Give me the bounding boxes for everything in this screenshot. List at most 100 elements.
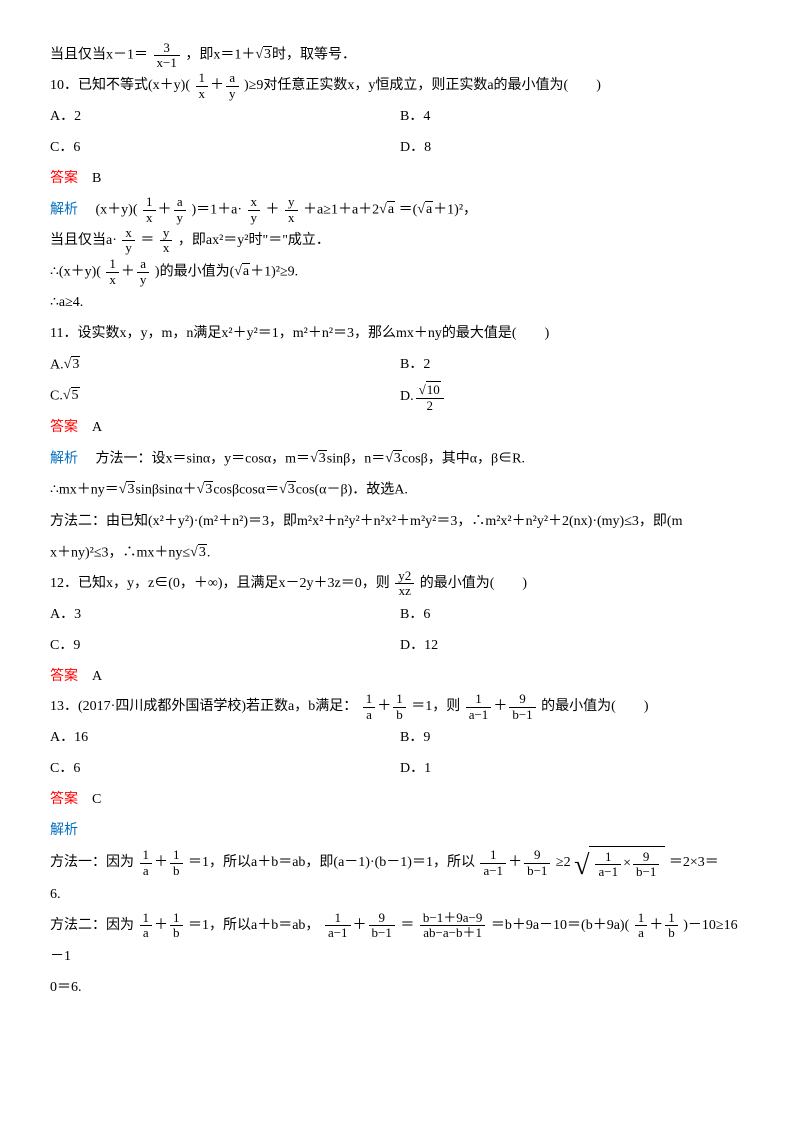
q11-opt-d: D.102 [400, 381, 750, 413]
frac-1b: 1b [665, 911, 678, 941]
frac-1b: 1b [170, 911, 183, 941]
text: ＝1，所以a＋b＝ab，即(a－1)·(b－1)＝1，所以 [188, 855, 475, 870]
sqrt3-icon: 3 [197, 475, 214, 506]
q10-opt-a: A．2 [50, 102, 400, 133]
text: ＋1)²≥9. [250, 264, 298, 279]
sqrt3-icon: 3 [310, 444, 327, 475]
frac-1x: 1x [143, 195, 156, 225]
q10-analysis-2: 当且仅当a· xy ＝ yx ，即ax²＝y²时"＝"成立． [50, 226, 750, 257]
frac-big: b−1＋9a−9ab−a−b＋1 [420, 911, 485, 941]
sqrta-icon: a [234, 257, 250, 288]
frac-ay: ay [226, 71, 239, 101]
q13-method1-cont: 6. [50, 880, 750, 911]
sqrt5-icon: 5 [63, 381, 80, 412]
text: )＝1＋a· [192, 202, 243, 217]
q11-opt-b: B．2 [400, 350, 750, 381]
text: 方法二：因为 [50, 918, 134, 933]
text: 的最小值为( ) [420, 576, 527, 591]
text: )的最小值为( [155, 264, 234, 279]
q12-stem: 12．已知x，y，z∈(0，＋∞)，且满足x－2y＋3z＝0，则 y2xz 的最… [50, 569, 750, 600]
q11-answer: 答案 A [50, 413, 750, 444]
text: 12．已知x，y，z∈(0，＋∞)，且满足x－2y＋3z＝0，则 [50, 576, 390, 591]
sqrt3-icon: 3 [255, 40, 272, 71]
answer-label: 答案 [50, 669, 78, 684]
sqrt3-icon: 3 [190, 538, 207, 569]
frac-1b: 1b [393, 692, 406, 722]
q11-stem: 11．设实数x，y，m，n满足x²＋y²＝1，m²＋n²＝3，那么mx＋ny的最… [50, 319, 750, 350]
q12-options-row2: C．9 D．12 [50, 631, 750, 662]
sqrt3-icon: 3 [385, 444, 402, 475]
frac-yx: yx [285, 195, 298, 225]
frac-ay: ay [174, 195, 187, 225]
q10-opt-d: D．8 [400, 133, 750, 164]
text: ＋a≥1＋a＋2 [303, 202, 379, 217]
text: 当且仅当a· [50, 233, 117, 248]
q11-analysis-4: x＋ny)²≤3，∴mx＋ny≤3. [50, 538, 750, 569]
text: 方法一：设x＝sinα，y＝cosα，m＝ [82, 452, 311, 467]
q10-options-row1: A．2 B．4 [50, 102, 750, 133]
frac-1am1: 1a−1 [325, 911, 351, 941]
text: x＋ny)²≤3，∴mx＋ny≤ [50, 545, 190, 560]
frac-1x: 1x [196, 71, 209, 101]
q13-method1: 方法一：因为 1a＋1b ＝1，所以a＋b＝ab，即(a－1)·(b－1)＝1，… [50, 846, 750, 880]
frac-9bm1: 9b−1 [369, 911, 395, 941]
text: ∴(x＋y)( [50, 264, 101, 279]
q12-opt-a: A．3 [50, 600, 400, 631]
q10-opt-c: C．6 [50, 133, 400, 164]
text: ≥2 [556, 855, 571, 870]
q12-opt-b: B．6 [400, 600, 750, 631]
text: ＝ [140, 233, 154, 248]
q13-opt-d: D．1 [400, 754, 750, 785]
text: ＝1，所以a＋b＝ab， [188, 918, 319, 933]
frac-1a: 1a [140, 911, 153, 941]
analysis-label: 解析 [50, 823, 78, 838]
q13-options-row2: C．6 D．1 [50, 754, 750, 785]
q10-answer: 答案 B [50, 164, 750, 195]
q13-opt-b: B．9 [400, 723, 750, 754]
q10-analysis-4: ∴a≥4. [50, 288, 750, 319]
frac-yx: yx [160, 226, 173, 256]
text: ＝1，则 [411, 699, 460, 714]
sqrt3-icon: 3 [119, 475, 136, 506]
answer-value: A [78, 420, 102, 435]
frac-3-xm1: 3x−1 [154, 41, 180, 71]
text: )≥9对任意正实数x，y恒成立，则正实数a的最小值为( ) [244, 78, 601, 93]
q13-stem: 13．(2017·四川成都外国语学校)若正数a，b满足： 1a＋1b ＝1，则 … [50, 692, 750, 723]
answer-label: 答案 [50, 420, 78, 435]
text: ＝( [399, 202, 418, 217]
sqrt3-icon: 3 [64, 350, 81, 381]
q11-analysis-2: ∴mx＋ny＝3sinβsinα＋3cosβcosα＝3cos(α－β)．故选A… [50, 475, 750, 506]
q10-stem: 10．已知不等式(x＋y)( 1x＋ay )≥9对任意正实数x，y恒成立，则正实… [50, 71, 750, 102]
analysis-label: 解析 [50, 202, 78, 217]
frac-9bm1: 9b−1 [524, 848, 550, 878]
q13-options-row1: A．16 B．9 [50, 723, 750, 754]
q13-method2-cont: 0＝6. [50, 973, 750, 1004]
q12-options-row1: A．3 B．6 [50, 600, 750, 631]
answer-label: 答案 [50, 792, 78, 807]
q11-analysis-1: 解析 方法一：设x＝sinα，y＝cosα，m＝3sinβ，n＝3cosβ，其中… [50, 444, 750, 475]
q12-opt-d: D．12 [400, 631, 750, 662]
text: 时，取等号． [272, 48, 356, 63]
analysis-label: 解析 [50, 452, 78, 467]
text: ∴mx＋ny＝ [50, 483, 119, 498]
sqrta-icon: a [417, 195, 433, 226]
text: 当且仅当x－1＝ [50, 48, 148, 63]
q11-opt-c: C.5 [50, 381, 400, 413]
frac-y2-xz: y2xz [395, 569, 414, 599]
text: ＝b＋9a－10＝(b＋9a)( [491, 918, 629, 933]
q12-answer: 答案 A [50, 662, 750, 693]
text: sinβsinα＋ [135, 483, 196, 498]
frac-1b: 1b [170, 848, 183, 878]
q10-options-row2: C．6 D．8 [50, 133, 750, 164]
q13-analysis-label: 解析 [50, 816, 750, 847]
q13-method2: 方法二：因为 1a＋1b ＝1，所以a＋b＝ab， 1a−1＋9b−1 ＝ b−… [50, 911, 750, 973]
bigsqrt-icon: √1a−1 × 9b−1 [574, 846, 665, 880]
text: 13．(2017·四川成都外国语学校)若正数a，b满足： [50, 699, 357, 714]
q12-opt-c: C．9 [50, 631, 400, 662]
answer-value: B [78, 171, 101, 186]
frac-9bm1: 9b−1 [509, 692, 535, 722]
text: 方法一：因为 [50, 855, 134, 870]
text: 的最小值为( ) [541, 699, 648, 714]
frac-1a: 1a [635, 911, 648, 941]
frac-1a: 1a [363, 692, 376, 722]
